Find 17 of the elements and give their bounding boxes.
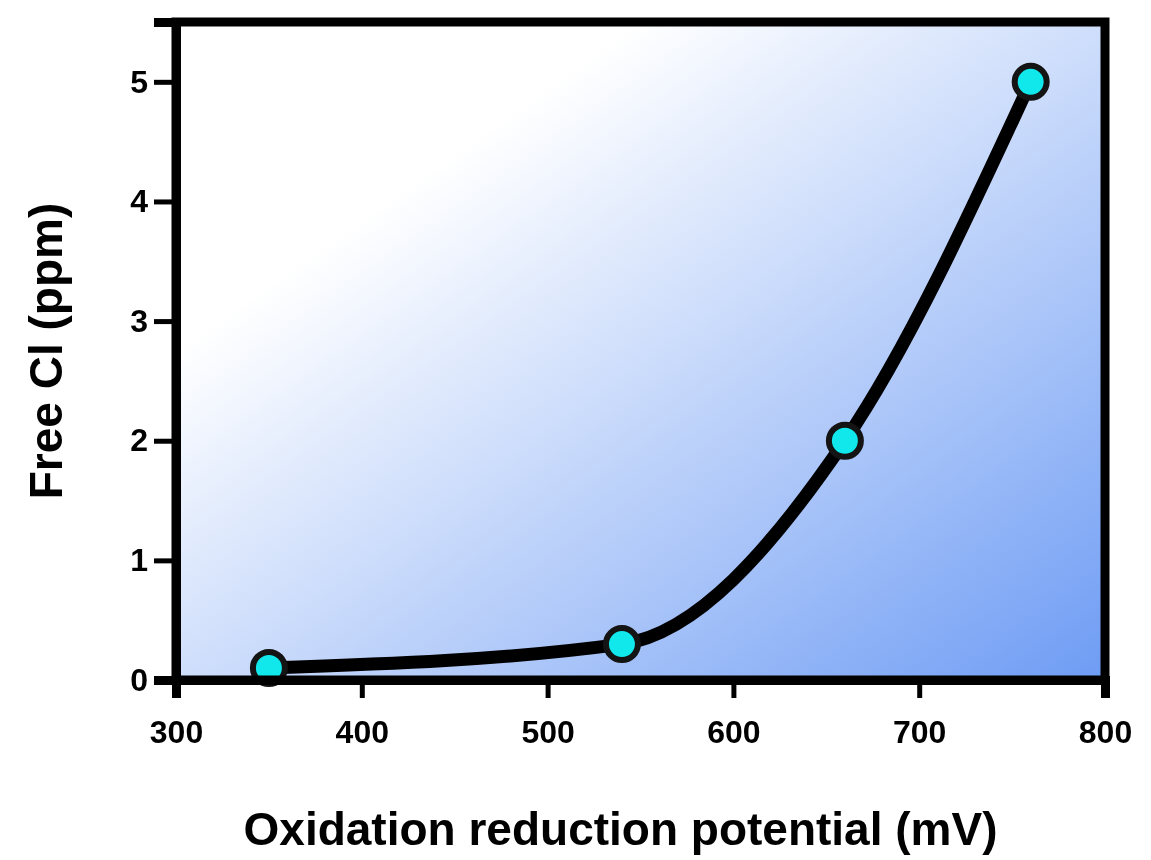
y-tick-label: 0 — [130, 661, 148, 698]
x-tick-label: 800 — [1078, 713, 1133, 750]
point — [1011, 62, 1050, 101]
x-tick-label: 600 — [707, 713, 761, 750]
x-axis-title: Oxidation reduction potential (mV) — [243, 803, 998, 855]
y-axis-title: Free Cl (ppm) — [20, 202, 72, 500]
y-tick-label: 3 — [130, 302, 148, 339]
y-tick-label: 1 — [130, 542, 148, 579]
y-tick-label: 5 — [130, 63, 148, 100]
y-tick-label: 2 — [130, 422, 148, 459]
x-tick-label: 300 — [149, 713, 204, 750]
x-tick-label: 400 — [335, 713, 389, 750]
x-tick-label: 500 — [521, 713, 575, 750]
point — [825, 421, 864, 460]
y-tick-label: 4 — [130, 183, 149, 220]
point — [602, 625, 641, 664]
x-tick-label: 700 — [893, 713, 947, 750]
